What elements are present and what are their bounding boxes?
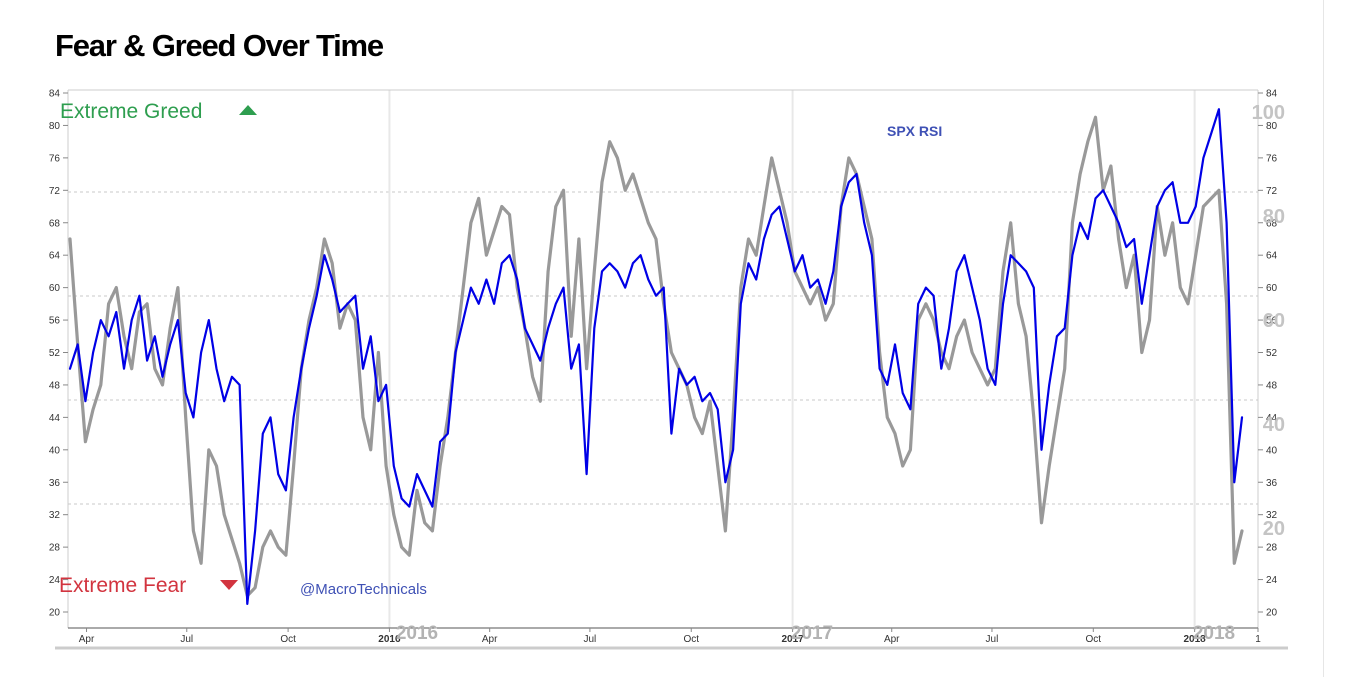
y-right-tick-label: 52 bbox=[1266, 348, 1278, 359]
y-left-tick-label: 68 bbox=[49, 218, 61, 229]
y-right-tick-label: 60 bbox=[1266, 283, 1278, 294]
x-tick-label: Jul bbox=[986, 634, 999, 645]
x-tick-label: Apr bbox=[482, 634, 498, 645]
x-tick-label: Jul bbox=[180, 634, 193, 645]
y-right-tick-label: 40 bbox=[1266, 445, 1278, 456]
y-right-tick-label: 24 bbox=[1266, 575, 1278, 586]
y-left-tick-label: 52 bbox=[49, 348, 61, 359]
y-right-tick-label: 76 bbox=[1266, 153, 1278, 164]
x-tick-label: Oct bbox=[1086, 634, 1102, 645]
x-tick-label: Oct bbox=[280, 634, 296, 645]
triangle-up-icon bbox=[239, 105, 257, 115]
x-tick-label: 2016 bbox=[378, 634, 401, 645]
year-watermark-2017: 2017 bbox=[791, 623, 833, 644]
series-label-spx-rsi: SPX RSI bbox=[887, 123, 942, 139]
y-right-tick-label: 68 bbox=[1266, 218, 1278, 229]
y-left-tick-label: 40 bbox=[49, 445, 61, 456]
extreme-fear-label: Extreme Fear bbox=[59, 574, 186, 597]
y-left-tick-label: 44 bbox=[49, 413, 61, 424]
y-left-tick-label: 48 bbox=[49, 380, 61, 391]
x-tick-label: Apr bbox=[79, 634, 95, 645]
y-left-tick-label: 72 bbox=[49, 186, 61, 197]
y-left-tick-label: 20 bbox=[49, 608, 61, 619]
spx-rsi-series-line bbox=[68, 108, 1244, 605]
fear-greed-scale-label: 60 bbox=[1263, 310, 1285, 332]
y-right-tick-label: 32 bbox=[1266, 510, 1278, 521]
x-tick-label: Apr bbox=[884, 634, 900, 645]
y-left-tick-label: 32 bbox=[49, 510, 61, 521]
watermark-handle: @MacroTechnicals bbox=[300, 581, 427, 598]
y-left-tick-label: 76 bbox=[49, 153, 61, 164]
page-divider bbox=[1323, 0, 1324, 677]
y-right-tick-label: 72 bbox=[1266, 186, 1278, 197]
x-tick-label: 1 bbox=[1255, 634, 1261, 645]
fear-greed-series-line bbox=[68, 115, 1244, 598]
extreme-greed-label: Extreme Greed bbox=[60, 100, 202, 123]
y-left-tick-label: 64 bbox=[49, 251, 61, 262]
y-left-tick-label: 80 bbox=[49, 121, 61, 132]
axes: 8480767268646056524844403632282420848076… bbox=[49, 89, 1288, 650]
y-left-tick-label: 28 bbox=[49, 543, 61, 554]
y-left-tick-label: 36 bbox=[49, 478, 61, 489]
y-left-tick-label: 84 bbox=[49, 89, 61, 100]
x-tick-label: Oct bbox=[683, 634, 699, 645]
y-right-tick-label: 44 bbox=[1266, 413, 1278, 424]
y-right-tick-label: 28 bbox=[1266, 543, 1278, 554]
y-right-tick-label: 64 bbox=[1266, 251, 1278, 262]
page-title: Fear & Greed Over Time bbox=[55, 28, 384, 63]
x-tick-label: 2018 bbox=[1184, 634, 1207, 645]
x-tick-label: 2017 bbox=[781, 634, 804, 645]
x-tick-label: Jul bbox=[584, 634, 597, 645]
y-left-tick-label: 56 bbox=[49, 316, 61, 327]
y-left-tick-label: 60 bbox=[49, 283, 61, 294]
triangle-down-icon bbox=[220, 580, 238, 590]
y-left-tick-label: 24 bbox=[49, 575, 61, 586]
year-watermark-2016: 2016 bbox=[396, 623, 438, 644]
fear-greed-scale-label: 80 bbox=[1263, 206, 1285, 228]
y-right-tick-label: 36 bbox=[1266, 478, 1278, 489]
y-right-tick-label: 80 bbox=[1266, 121, 1278, 132]
fear-greed-scale-label: 100 bbox=[1252, 102, 1285, 124]
fear-greed-scale-label: 40 bbox=[1263, 414, 1285, 436]
y-right-tick-label: 20 bbox=[1266, 608, 1278, 619]
fear-greed-scale-label: 20 bbox=[1263, 518, 1285, 540]
series-lines bbox=[68, 108, 1244, 605]
y-right-tick-label: 56 bbox=[1266, 316, 1278, 327]
year-watermark-2018: 2018 bbox=[1193, 623, 1235, 644]
y-right-tick-label: 84 bbox=[1266, 89, 1278, 100]
y-right-tick-label: 48 bbox=[1266, 380, 1278, 391]
